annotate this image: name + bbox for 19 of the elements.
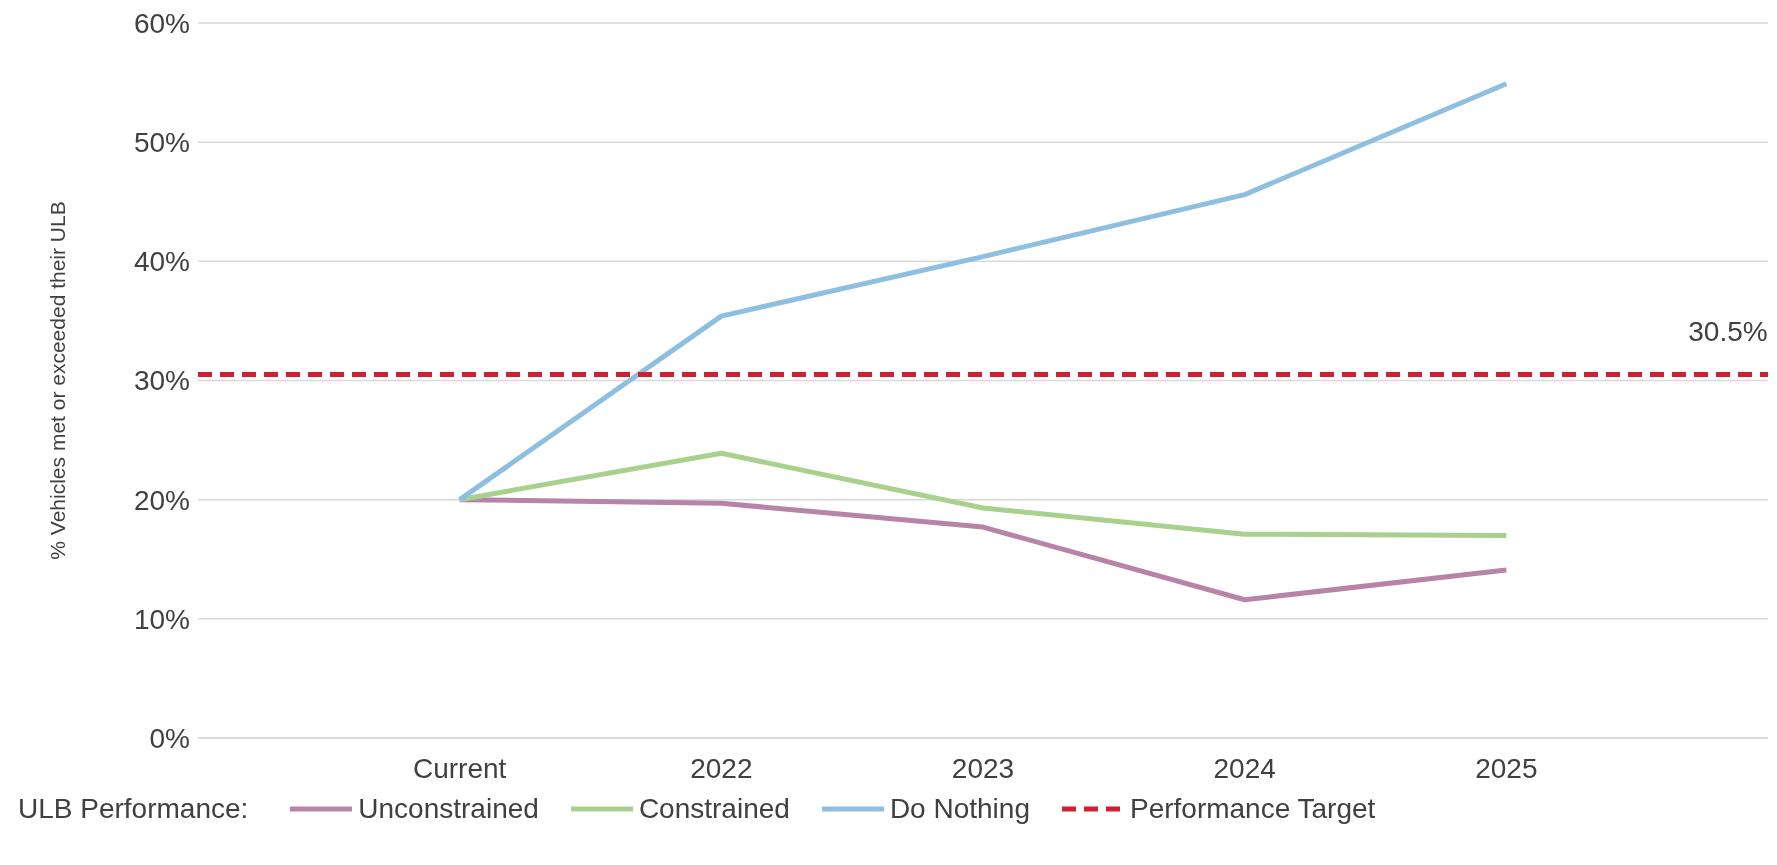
- legend-label: Unconstrained: [358, 793, 539, 825]
- x-tick-label: Current: [412, 752, 507, 784]
- y-tick-label: 0%: [149, 722, 190, 754]
- y-tick-label: 60%: [133, 7, 190, 39]
- y-tick-label: 50%: [133, 127, 190, 159]
- legend-label: Do Nothing: [889, 793, 1030, 825]
- data-label: 30.5%: [1688, 315, 1768, 347]
- x-tick-label: 2025: [1475, 752, 1538, 784]
- y-tick-label: 40%: [133, 246, 190, 278]
- y-axis-title: % Vehicles met or exceeded their ULB: [46, 201, 70, 560]
- x-tick-label: 2022: [690, 752, 753, 784]
- legend-label: Constrained: [638, 793, 790, 825]
- x-tick-label: 2023: [951, 752, 1015, 784]
- y-tick-label: 20%: [133, 484, 190, 516]
- y-tick-label: 30%: [133, 365, 190, 397]
- legend-label: Performance Target: [1129, 793, 1376, 825]
- legend-title: ULB Performance:: [18, 793, 249, 825]
- y-tick-label: 10%: [133, 603, 190, 635]
- x-tick-label: 2024: [1213, 752, 1276, 784]
